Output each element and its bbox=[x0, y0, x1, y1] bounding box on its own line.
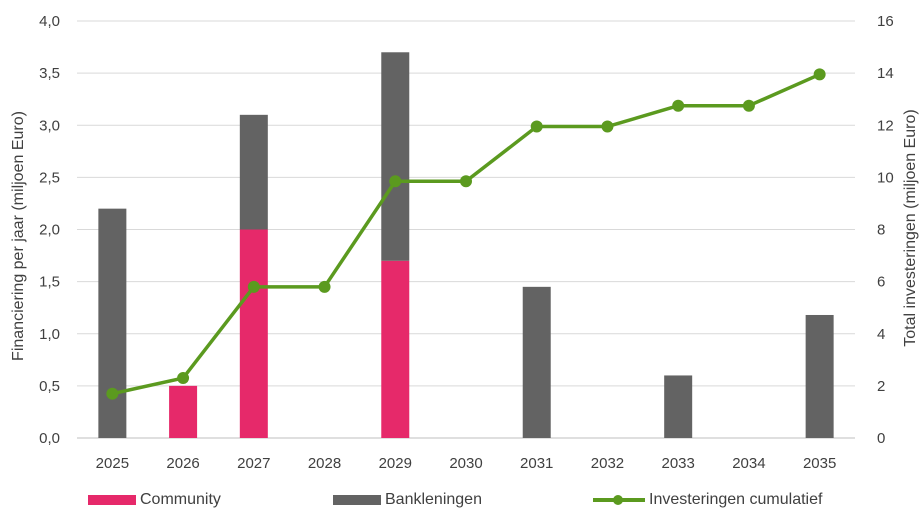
left-tick-label: 0,5 bbox=[39, 378, 60, 395]
left-tick-label: 2,0 bbox=[39, 222, 60, 239]
left-tick-label: 1,5 bbox=[39, 274, 60, 291]
right-tick-label: 12 bbox=[877, 117, 894, 134]
bars bbox=[98, 52, 834, 438]
legend: Community Bankleningen Investeringen cum… bbox=[0, 488, 922, 511]
legend-swatch-bankleningen bbox=[333, 494, 381, 505]
right-axis-ticks: 0 2 4 6 8 10 12 14 16 bbox=[877, 13, 894, 447]
bar-community-2027 bbox=[239, 229, 268, 438]
right-tick-label: 4 bbox=[877, 326, 885, 343]
legend-item-investeringen: Investeringen cumulatief bbox=[593, 488, 822, 511]
x-tick-label: 2033 bbox=[661, 455, 694, 472]
x-tick-label: 2025 bbox=[96, 455, 129, 472]
gridlines bbox=[77, 20, 855, 439]
point-investeringen-2031 bbox=[530, 120, 543, 133]
point-investeringen-2030 bbox=[460, 175, 472, 188]
point-investeringen-2028 bbox=[318, 280, 331, 293]
legend-item-bankleningen: Bankleningen bbox=[333, 488, 482, 511]
left-tick-label: 4,0 bbox=[39, 13, 60, 30]
x-axis-ticks: 2025 2026 2027 2028 2029 2030 2031 2032 2033 2034… bbox=[96, 455, 837, 472]
x-tick-label: 2030 bbox=[449, 455, 482, 472]
combo-chart: 0,0 0,5 1,0 1,5 2,0 2,5 3,0 3,5 4,0 0 2 4 6 8 10 12 14 1… bbox=[10, 13, 919, 472]
legend-label-community: Community bbox=[140, 490, 221, 508]
x-tick-label: 2035 bbox=[803, 455, 836, 472]
left-tick-label: 0,0 bbox=[39, 430, 60, 447]
left-tick-label: 2,5 bbox=[39, 169, 60, 186]
bar-bankleningen-2025 bbox=[98, 208, 127, 438]
x-tick-label: 2029 bbox=[379, 455, 412, 472]
left-axis-title: Financiering per jaar (miljoen Euro) bbox=[10, 111, 27, 361]
right-tick-label: 8 bbox=[877, 222, 885, 239]
right-tick-label: 2 bbox=[877, 378, 885, 395]
right-tick-label: 10 bbox=[877, 169, 894, 186]
point-investeringen-2027 bbox=[247, 280, 260, 293]
right-tick-label: 14 bbox=[877, 65, 894, 82]
x-tick-label: 2027 bbox=[237, 455, 270, 472]
legend-line-investeringen bbox=[593, 494, 645, 505]
right-tick-label: 16 bbox=[877, 13, 894, 30]
x-tick-label: 2031 bbox=[520, 455, 553, 472]
cumulative-line bbox=[106, 68, 826, 400]
point-investeringen-2035 bbox=[813, 68, 826, 81]
right-axis-title: Total investeringen (miljoen Euro) bbox=[902, 109, 919, 346]
left-axis-ticks: 0,0 0,5 1,0 1,5 2,0 2,5 3,0 3,5 4,0 bbox=[39, 13, 60, 447]
x-tick-label: 2032 bbox=[591, 455, 624, 472]
bar-community-2029 bbox=[381, 260, 410, 438]
point-investeringen-2034 bbox=[742, 99, 755, 112]
bar-bankleningen-2031 bbox=[522, 286, 551, 438]
legend-item-community: Community bbox=[88, 488, 221, 511]
left-tick-label: 3,0 bbox=[39, 117, 60, 134]
legend-swatch-community bbox=[88, 494, 136, 505]
x-tick-label: 2026 bbox=[166, 455, 199, 472]
x-tick-label: 2028 bbox=[308, 455, 341, 472]
bar-bankleningen-2029 bbox=[381, 52, 410, 261]
point-investeringen-2026 bbox=[177, 372, 190, 385]
x-tick-label: 2034 bbox=[732, 455, 765, 472]
right-tick-label: 0 bbox=[877, 430, 885, 447]
point-investeringen-2029 bbox=[389, 175, 402, 188]
point-investeringen-2025 bbox=[106, 387, 119, 400]
legend-label-investeringen: Investeringen cumulatief bbox=[649, 490, 823, 508]
point-investeringen-2033 bbox=[672, 99, 685, 112]
legend-label-bankleningen: Bankleningen bbox=[385, 490, 482, 508]
right-tick-label: 6 bbox=[877, 274, 885, 291]
bar-community-2026 bbox=[169, 385, 198, 438]
point-investeringen-2032 bbox=[601, 120, 614, 133]
left-tick-label: 3,5 bbox=[39, 65, 60, 82]
bar-bankleningen-2035 bbox=[805, 314, 834, 438]
bar-bankleningen-2033 bbox=[664, 375, 693, 438]
line-investeringen-cumulatief bbox=[111, 72, 821, 396]
left-tick-label: 1,0 bbox=[39, 326, 60, 343]
bar-bankleningen-2027 bbox=[239, 114, 268, 230]
